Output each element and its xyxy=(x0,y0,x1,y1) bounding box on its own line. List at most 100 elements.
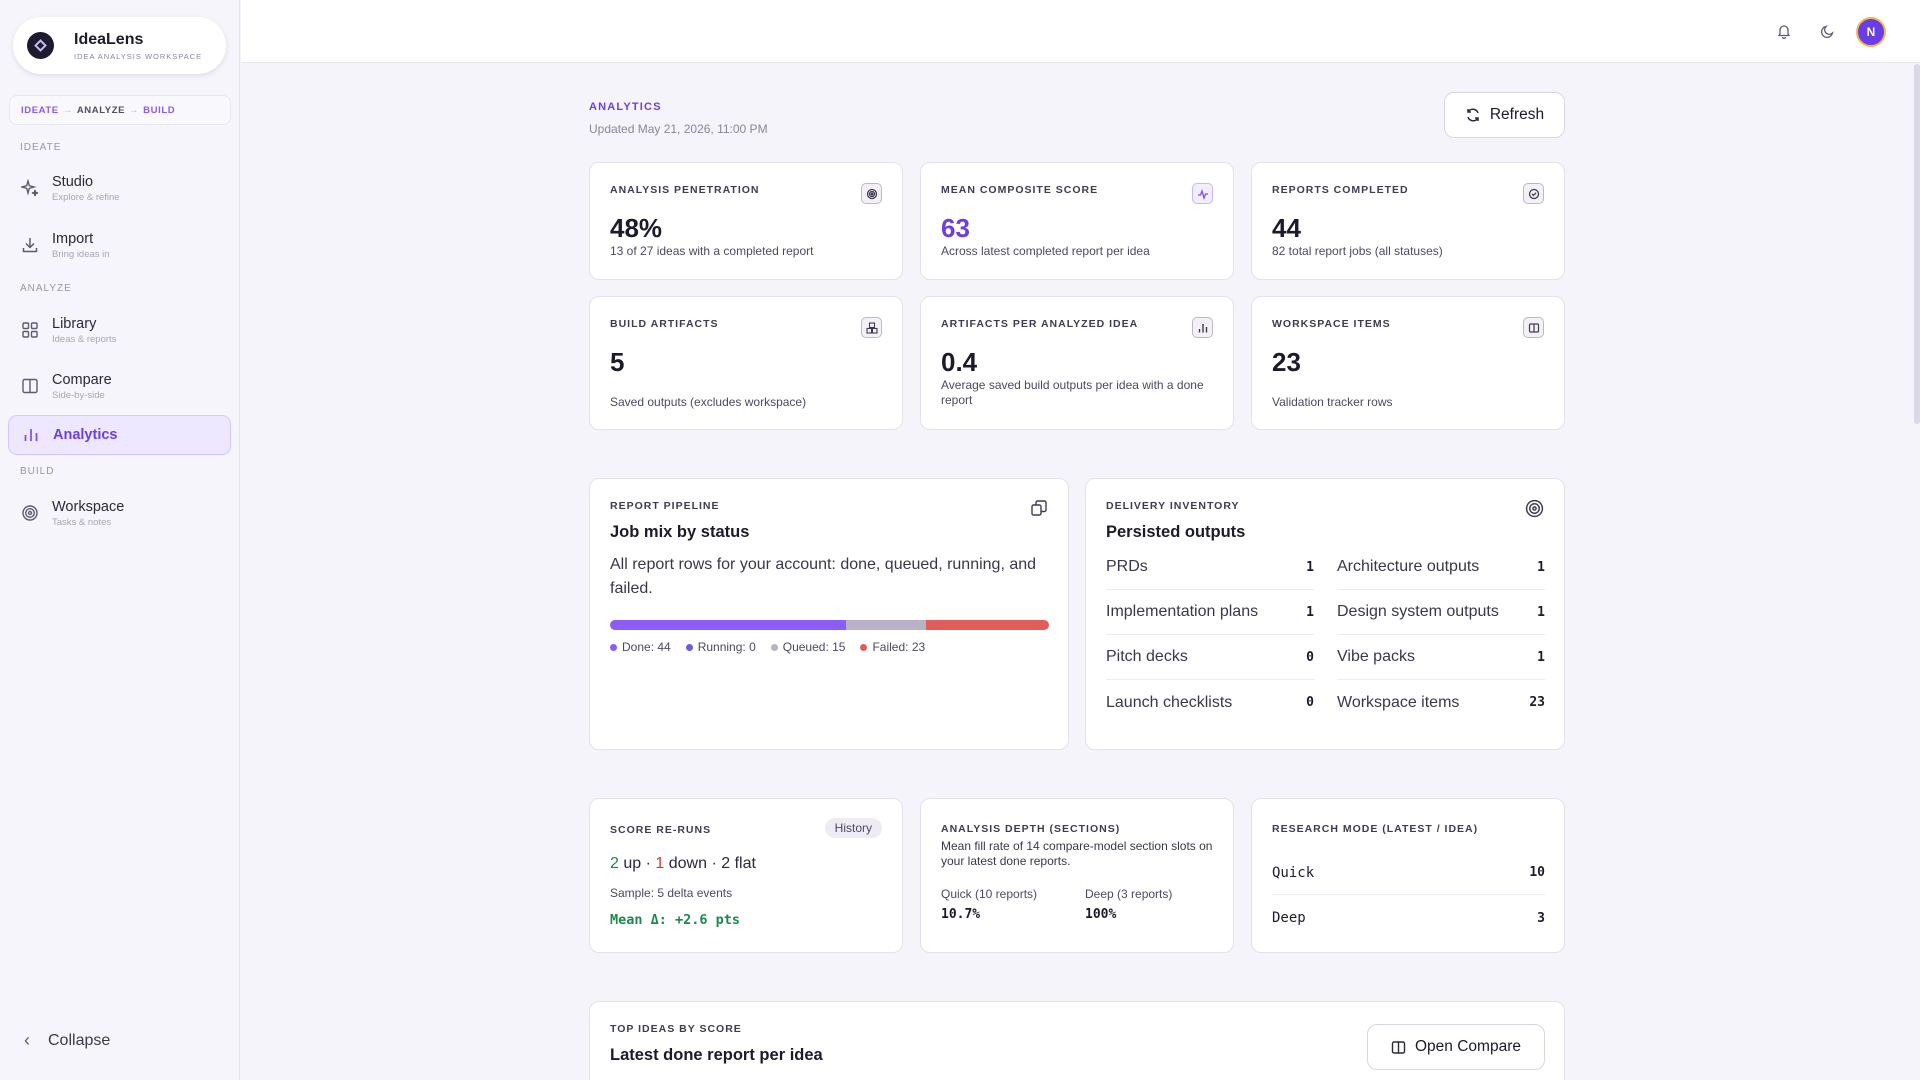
columns-icon xyxy=(1391,1040,1406,1055)
moon-icon[interactable] xyxy=(1819,22,1837,40)
inventory-label: Launch checklists xyxy=(1106,693,1233,711)
legend-dot xyxy=(860,643,868,651)
collapse-label: Collapse xyxy=(48,1031,111,1049)
check-circle-icon xyxy=(1523,183,1544,204)
stat-sub: Across latest completed report per idea xyxy=(941,244,1150,258)
stat-card-reports-completed: REPORTS COMPLETED 44 82 total report job… xyxy=(1251,162,1565,280)
sparkles-icon xyxy=(21,179,39,197)
stat-caption: REPORTS COMPLETED xyxy=(1272,184,1409,196)
card-caption: ANALYSIS DEPTH (SECTIONS) xyxy=(941,823,1121,835)
top-bar xyxy=(241,0,1920,63)
inventory-count: 1 xyxy=(1306,559,1314,575)
bar-chart-icon xyxy=(22,426,40,444)
sidebar-item-import[interactable]: Import Bring ideas in xyxy=(8,225,231,265)
sidebar-item-studio[interactable]: Studio Explore & refine xyxy=(8,168,231,208)
bar-chart-icon xyxy=(1192,317,1213,338)
sidebar-item-workspace[interactable]: Workspace Tasks & notes xyxy=(8,493,231,533)
sidebar-item-analytics[interactable]: Analytics xyxy=(8,415,231,455)
score-reruns-card: SCORE RE-RUNS History 2 up · 1 down · 2 … xyxy=(589,798,903,953)
depth-deep: Deep (3 reports) 100% xyxy=(1085,887,1173,922)
page-section-label: ANALYTICS xyxy=(589,101,662,113)
stat-card-mean-composite-score: MEAN COMPOSITE SCORE 63 Across latest co… xyxy=(920,162,1234,280)
flow-step-ideate: IDEATE xyxy=(21,104,59,116)
inventory-row: Architecture outputs 1 xyxy=(1337,545,1545,590)
flow-step-build: BUILD xyxy=(143,104,176,116)
brand-logo-pill[interactable]: IdeaLens IDEA ANALYSIS WORKSPACE xyxy=(13,17,226,74)
stat-value: 5 xyxy=(610,347,625,377)
legend-item: Failed: 23 xyxy=(860,640,925,654)
inventory-row: Implementation plans 1 xyxy=(1106,590,1314,635)
status-stacked-bar xyxy=(610,620,1049,630)
inventory-label: Vibe packs xyxy=(1337,648,1415,665)
legend-label: Failed: 23 xyxy=(872,640,926,654)
card-description: All report rows for your account: done, … xyxy=(610,556,1037,597)
inventory-row: Workspace items 23 xyxy=(1337,680,1545,725)
legend-label: Done: 44 xyxy=(622,640,671,654)
card-title: Job mix by status xyxy=(610,523,750,541)
inventory-label: Architecture outputs xyxy=(1337,558,1480,575)
refresh-label: Refresh xyxy=(1489,106,1545,123)
sidebar-item-label: Import xyxy=(52,230,94,247)
open-compare-button[interactable]: Open Compare xyxy=(1367,1024,1545,1070)
inventory-count: 1 xyxy=(1306,604,1314,620)
stat-caption: BUILD ARTIFACTS xyxy=(610,318,719,330)
research-row-quick: Quick 10 xyxy=(1272,851,1545,895)
delivery-inventory-card: DELIVERY INVENTORY Persisted outputs PRD… xyxy=(1085,478,1565,750)
sidebar-item-compare[interactable]: Compare Side-by-side xyxy=(8,366,231,406)
target-icon xyxy=(861,183,882,204)
stat-card-analysis-penetration: ANALYSIS PENETRATION 48% 13 of 27 ideas … xyxy=(589,162,903,280)
brand-subtitle: IDEA ANALYSIS WORKSPACE xyxy=(74,51,203,61)
sidebar-item-label: Compare xyxy=(52,371,112,388)
sidebar-item-sub: Side-by-side xyxy=(52,389,105,401)
activity-icon xyxy=(1192,183,1213,204)
inventory-label: PRDs xyxy=(1106,558,1148,575)
stat-sub: Average saved build outputs per idea wit… xyxy=(941,378,1204,407)
top-ideas-card: TOP IDEAS BY SCORE Latest done report pe… xyxy=(589,1001,1565,1080)
rerun-summary: 2 up · 1 down · 2 flat xyxy=(610,855,756,872)
open-compare-label: Open Compare xyxy=(1415,1038,1521,1055)
stat-caption: ARTIFACTS PER ANALYZED IDEA xyxy=(941,318,1139,330)
legend-dot xyxy=(685,643,693,651)
card-caption: SCORE RE-RUNS xyxy=(610,824,712,836)
scrollbar[interactable] xyxy=(1914,64,1920,424)
columns-icon xyxy=(1523,317,1544,338)
legend-item: Queued: 15 xyxy=(770,640,845,654)
sidebar-item-label: Workspace xyxy=(52,498,125,515)
inventory-count: 1 xyxy=(1537,559,1545,575)
legend-label: Running: 0 xyxy=(697,640,756,654)
brand-name: IdeaLens xyxy=(74,30,144,48)
target-icon xyxy=(21,504,39,522)
stat-value: 0.4 xyxy=(941,347,978,377)
depth-quick: Quick (10 reports) 10.7% xyxy=(941,887,1038,922)
bell-icon[interactable] xyxy=(1775,22,1793,40)
copy-icon[interactable] xyxy=(1030,499,1048,522)
card-caption: RESEARCH MODE (LATEST / IDEA) xyxy=(1272,823,1479,835)
stat-value: 23 xyxy=(1272,347,1301,377)
status-legend: Done: 44 Running: 0 Queued: 15 Failed: 23 xyxy=(610,640,940,654)
sidebar-item-sub: Tasks & notes xyxy=(52,516,112,528)
chevron-left-icon: ‹ xyxy=(24,1030,30,1050)
download-icon xyxy=(21,236,39,254)
stat-card-build-artifacts: BUILD ARTIFACTS 5 Saved outputs (exclude… xyxy=(589,296,903,430)
stat-card-artifacts-per-idea: ARTIFACTS PER ANALYZED IDEA 0.4 Average … xyxy=(920,296,1234,430)
collapse-sidebar-button[interactable]: ‹ Collapse xyxy=(24,1030,110,1051)
sidebar-section-build: BUILD xyxy=(20,466,55,477)
avatar[interactable]: N xyxy=(1856,17,1886,47)
stat-caption: ANALYSIS PENETRATION xyxy=(610,184,760,196)
sidebar-item-label: Library xyxy=(52,315,97,332)
sidebar-item-label: Analytics xyxy=(53,427,118,443)
legend-dot xyxy=(610,643,617,651)
status-bar-segment xyxy=(845,620,926,630)
legend-dot xyxy=(770,643,778,651)
stat-value: 63 xyxy=(941,213,970,243)
inventory-row: Pitch decks 0 xyxy=(1106,635,1314,680)
target-icon xyxy=(1525,499,1544,523)
card-title: Latest done report per idea xyxy=(610,1046,823,1064)
inventory-label: Design system outputs xyxy=(1337,603,1499,620)
inventory-label: Pitch decks xyxy=(1106,648,1188,665)
refresh-button[interactable]: Refresh xyxy=(1444,92,1565,138)
sidebar-item-library[interactable]: Library Ideas & reports xyxy=(8,310,231,350)
inventory-row: Launch checklists 0 xyxy=(1106,680,1314,725)
card-description: Mean fill rate of 14 compare-model secti… xyxy=(941,839,1213,868)
history-button[interactable]: History xyxy=(824,818,882,838)
